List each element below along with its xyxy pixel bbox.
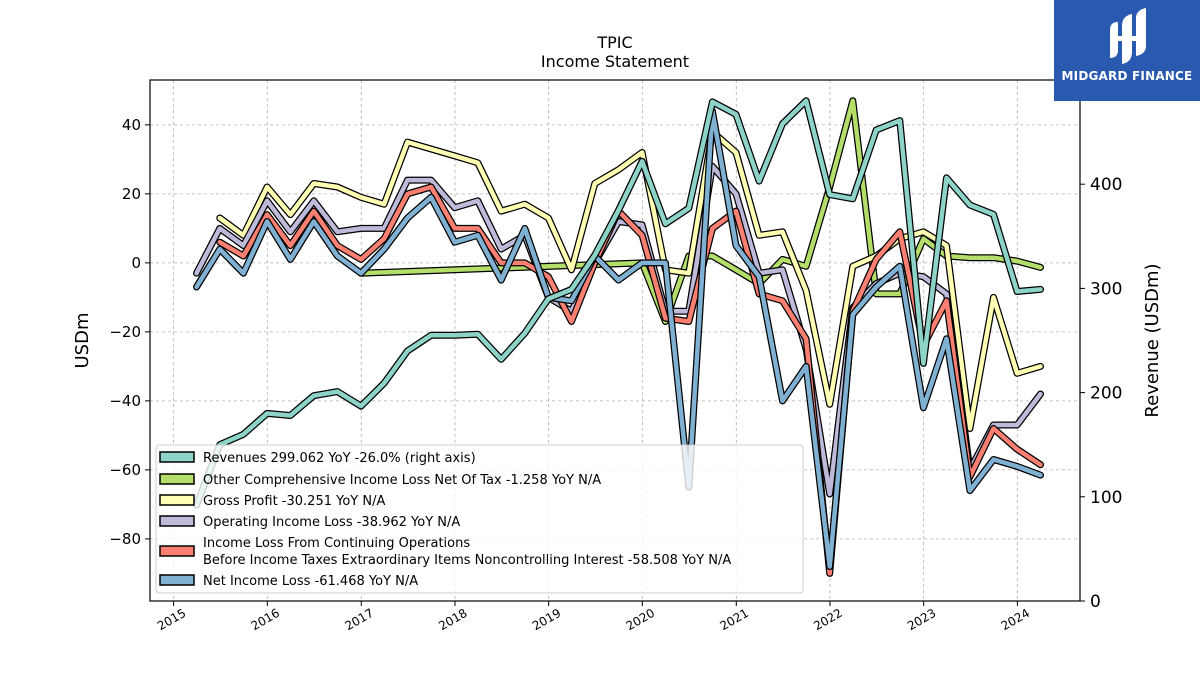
y-tick-label: −40 [109, 392, 141, 410]
legend-entry: Net Income Loss -61.468 YoY N/A [203, 574, 418, 589]
series-5 [193, 107, 1044, 570]
legend-entry-line: Revenues 299.062 YoY -26.0% (right axis) [203, 451, 476, 466]
y2-axis-label: Revenue (USDm) [1142, 263, 1163, 417]
legend-swatch [159, 545, 195, 557]
chart-subtitle: Income Statement [541, 52, 689, 71]
legend-swatch [159, 515, 195, 527]
brand-logo: MIDGARD FINANCE [1054, 0, 1200, 101]
legend-entry: Operating Income Loss -38.962 YoY N/A [203, 515, 460, 530]
series-line [194, 108, 1043, 569]
legend: Revenues 299.062 YoY -26.0% (right axis)… [155, 444, 804, 594]
legend-entry-line: Gross Profit -30.251 YoY N/A [203, 494, 385, 509]
y-tick-label: −60 [109, 461, 141, 479]
legend-swatch [159, 451, 195, 463]
y-tick-label: −80 [109, 530, 141, 548]
series-line [217, 184, 1043, 576]
legend-entry: Other Comprehensive Income Loss Net Of T… [203, 473, 601, 488]
y-tick-label: 0 [131, 254, 141, 272]
midgard-logo-icon [1110, 8, 1146, 64]
legend-entry: Gross Profit -30.251 YoY N/A [203, 494, 385, 509]
y-tick-label: 20 [122, 185, 141, 203]
y2-tick-label: 400 [1090, 175, 1122, 195]
legend-swatch [159, 574, 195, 586]
legend-entry: Revenues 299.062 YoY -26.0% (right axis) [203, 451, 476, 466]
y2-tick-label: 100 [1090, 488, 1122, 508]
legend-entry-line: Operating Income Loss -38.962 YoY N/A [203, 515, 460, 530]
brand-text: MIDGARD FINANCE [1061, 69, 1193, 83]
series-4 [216, 183, 1044, 577]
y2-tick-label: 300 [1090, 279, 1122, 299]
legend-entry-line: Before Income Taxes Extraordinary Items … [203, 553, 731, 568]
legend-entry: Income Loss From Continuing Operations Be… [203, 536, 731, 568]
legend-box [155, 444, 804, 594]
y2-tick-label: 200 [1090, 384, 1122, 404]
legend-entry-line: Income Loss From Continuing Operations [203, 536, 470, 551]
y-axis-label: USDm [72, 313, 93, 369]
legend-entry-line: Net Income Loss -61.468 YoY N/A [203, 574, 418, 589]
series-0 [193, 97, 1044, 509]
legend-entry-line: Other Comprehensive Income Loss Net Of T… [203, 473, 601, 488]
y2-tick-label: 0 [1090, 592, 1101, 612]
series-layer [193, 97, 1044, 577]
series-line [194, 98, 1043, 508]
legend-swatch [159, 473, 195, 485]
y-tick-label: 40 [122, 116, 141, 134]
chart-title: TPIC [596, 33, 632, 52]
y-tick-label: −20 [109, 323, 141, 341]
plot-frame [149, 79, 1081, 602]
legend-swatch [159, 494, 195, 506]
